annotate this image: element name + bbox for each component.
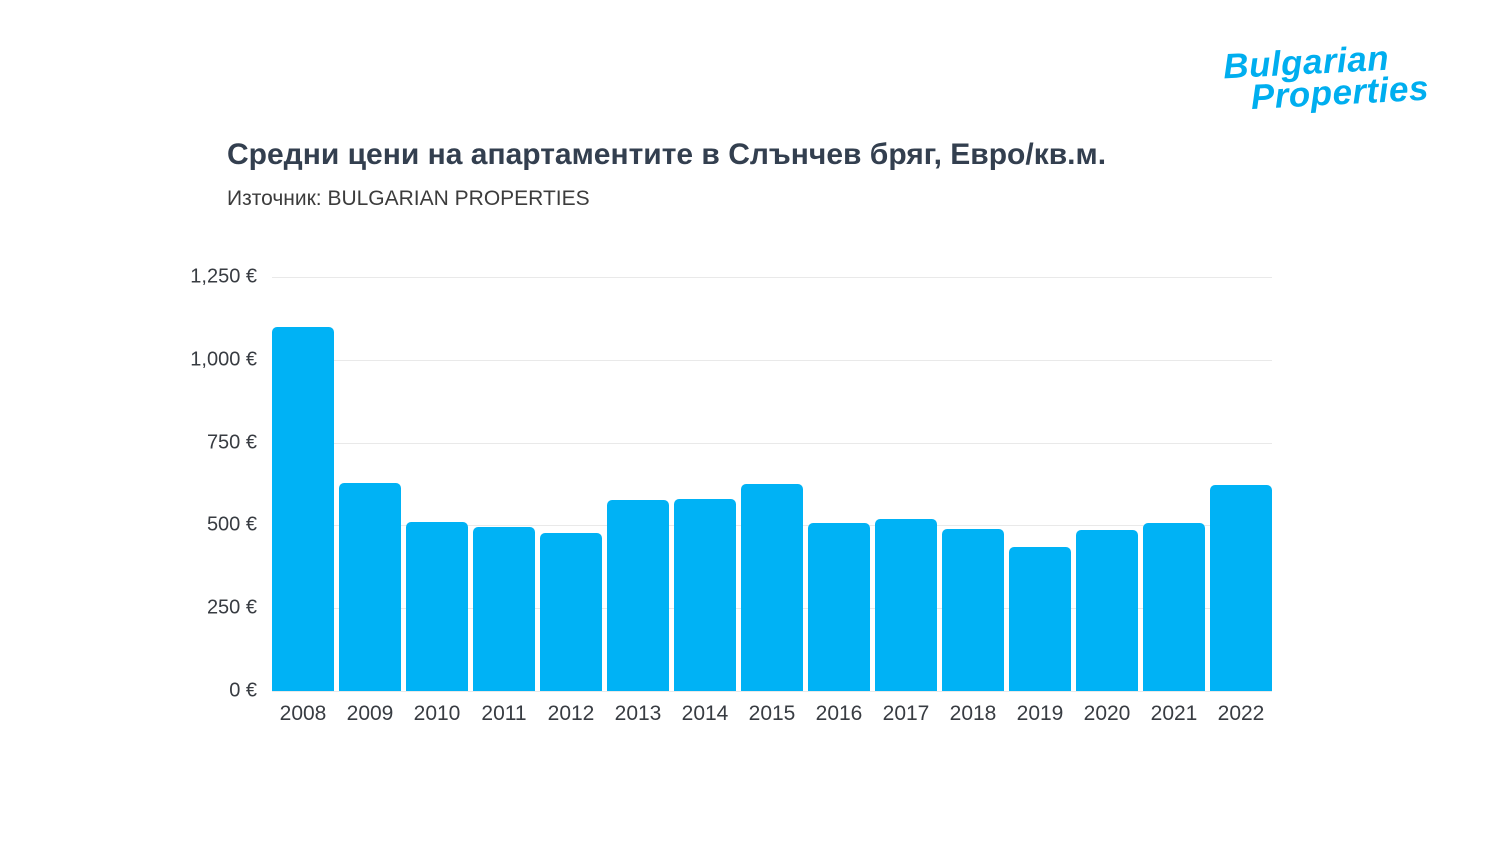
logo-text-line2: Properties xyxy=(1249,68,1430,118)
bar-2014 xyxy=(674,498,736,691)
x-axis-tick-label: 2019 xyxy=(1016,702,1064,725)
bar-2017 xyxy=(875,518,937,691)
x-axis-tick-label: 2015 xyxy=(748,702,796,725)
x-axis-tick-label: 2010 xyxy=(413,702,461,725)
bar-2018 xyxy=(942,529,1004,691)
chart-source: Източник: BULGARIAN PROPERTIES xyxy=(227,187,590,210)
x-axis-tick-label: 2018 xyxy=(949,702,997,725)
gridline-1000 xyxy=(272,359,1272,361)
bar-2011 xyxy=(473,527,535,691)
bars-container xyxy=(272,277,1272,691)
chart-title: Средни цени на апартаментите в Слънчев б… xyxy=(227,138,1107,171)
x-axis-tick-label: 2022 xyxy=(1217,702,1265,725)
bar-2021 xyxy=(1143,523,1205,691)
bar-2016 xyxy=(808,523,870,691)
bar-2020 xyxy=(1076,530,1138,691)
gridline-0 xyxy=(272,691,1272,692)
y-axis-tick-label: 500 € xyxy=(206,513,257,536)
x-axis-tick-label: 2017 xyxy=(882,702,930,725)
bar-2019 xyxy=(1009,547,1071,691)
bar-2022 xyxy=(1210,485,1272,691)
bar-2010 xyxy=(406,522,468,691)
y-axis-tick-label: 250 € xyxy=(206,596,257,619)
x-axis-tick-label: 2021 xyxy=(1150,702,1198,725)
y-axis-tick-label: 1,250 € xyxy=(190,265,257,288)
bar-chart-plot-area: 0 € 250 € 500 € 750 € 1,000 € 1,250 € xyxy=(190,266,1272,702)
gridline-1250 xyxy=(272,277,1272,278)
x-axis-tick-label: 2008 xyxy=(279,702,327,725)
bar-2013 xyxy=(607,499,669,691)
y-axis-tick-label: 750 € xyxy=(206,431,257,454)
x-axis-labels: 2008 2009 2010 2011 2012 2013 2014 2015 2016 2017… xyxy=(272,702,1272,726)
x-axis-tick-label: 2020 xyxy=(1083,702,1131,725)
x-axis-tick-label: 2016 xyxy=(815,702,863,725)
gridline-750 xyxy=(272,442,1272,444)
x-axis-tick-label: 2009 xyxy=(346,702,394,725)
bar-2012 xyxy=(540,533,602,691)
x-axis-tick-label: 2011 xyxy=(481,702,527,725)
x-axis-tick-label: 2014 xyxy=(681,702,729,725)
y-axis-tick-label: 1,000 € xyxy=(190,348,257,371)
bar-2008 xyxy=(272,326,334,691)
x-axis-tick-label: 2013 xyxy=(614,702,662,725)
bar-2009 xyxy=(339,482,401,691)
bar-2015 xyxy=(741,484,803,691)
y-axis-tick-label: 0 € xyxy=(229,679,257,702)
logo: Bulgarian Properties xyxy=(1222,39,1430,118)
x-axis-tick-label: 2012 xyxy=(547,702,595,725)
